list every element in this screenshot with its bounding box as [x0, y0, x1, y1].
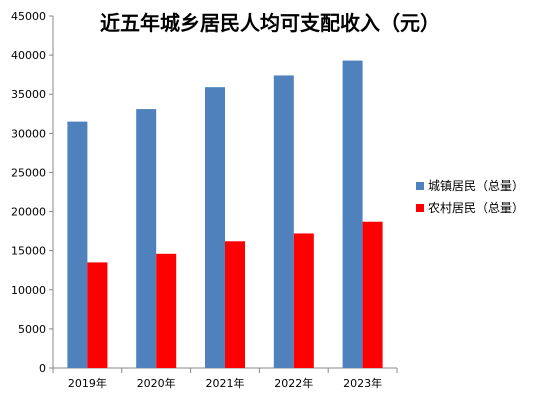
- bar-series-1-2021年: [205, 87, 225, 368]
- y-tick-label: 30000: [11, 127, 46, 140]
- bar-series-2-2022年: [293, 233, 314, 368]
- bar-series-1-2020年: [136, 109, 157, 368]
- chart-title: 近五年城乡居民人均可支配收入（元）: [100, 11, 440, 35]
- legend-swatch: [416, 182, 424, 190]
- y-tick-label: 5000: [18, 323, 46, 336]
- y-tick-label: 10000: [11, 284, 46, 297]
- y-tick-label: 40000: [11, 49, 46, 62]
- legend-label: 农村居民（总量）: [428, 201, 524, 215]
- y-tick-label: 20000: [11, 206, 46, 219]
- x-tick-label: 2019年: [68, 376, 107, 390]
- legend-label: 城镇居民（总量）: [428, 179, 524, 193]
- bar-series-2-2021年: [225, 241, 245, 368]
- y-tick-label: 35000: [11, 88, 46, 101]
- y-tick-label: 0: [39, 362, 46, 375]
- legend: 城镇居民（总量） 农村居民（总量）: [416, 179, 524, 215]
- x-tick-label: 2022年: [274, 376, 313, 390]
- bars: [67, 60, 383, 369]
- legend-swatch: [416, 204, 424, 212]
- x-tick-label: 2020年: [137, 376, 176, 390]
- x-tick-label: 2023年: [343, 376, 382, 390]
- bar-series-2-2023年: [362, 221, 383, 368]
- y-tick-label: 25000: [11, 166, 46, 179]
- bar-series-1-2023年: [342, 60, 363, 368]
- bar-series-2-2019年: [87, 262, 108, 368]
- x-tick-label: 2021年: [206, 376, 245, 390]
- y-tick-label: 15000: [11, 245, 46, 258]
- y-tick-label: 45000: [11, 10, 46, 23]
- x-axis: 2019年 2020年 2021年 2022年 2023年: [52, 367, 398, 390]
- bar-series-2-2020年: [156, 253, 177, 368]
- bar-series-1-2022年: [273, 75, 294, 369]
- y-axis: 0 5000 10000 15000 20000 25000 30000 35000 40000…: [11, 10, 54, 375]
- bar-series-1-2019年: [67, 121, 88, 368]
